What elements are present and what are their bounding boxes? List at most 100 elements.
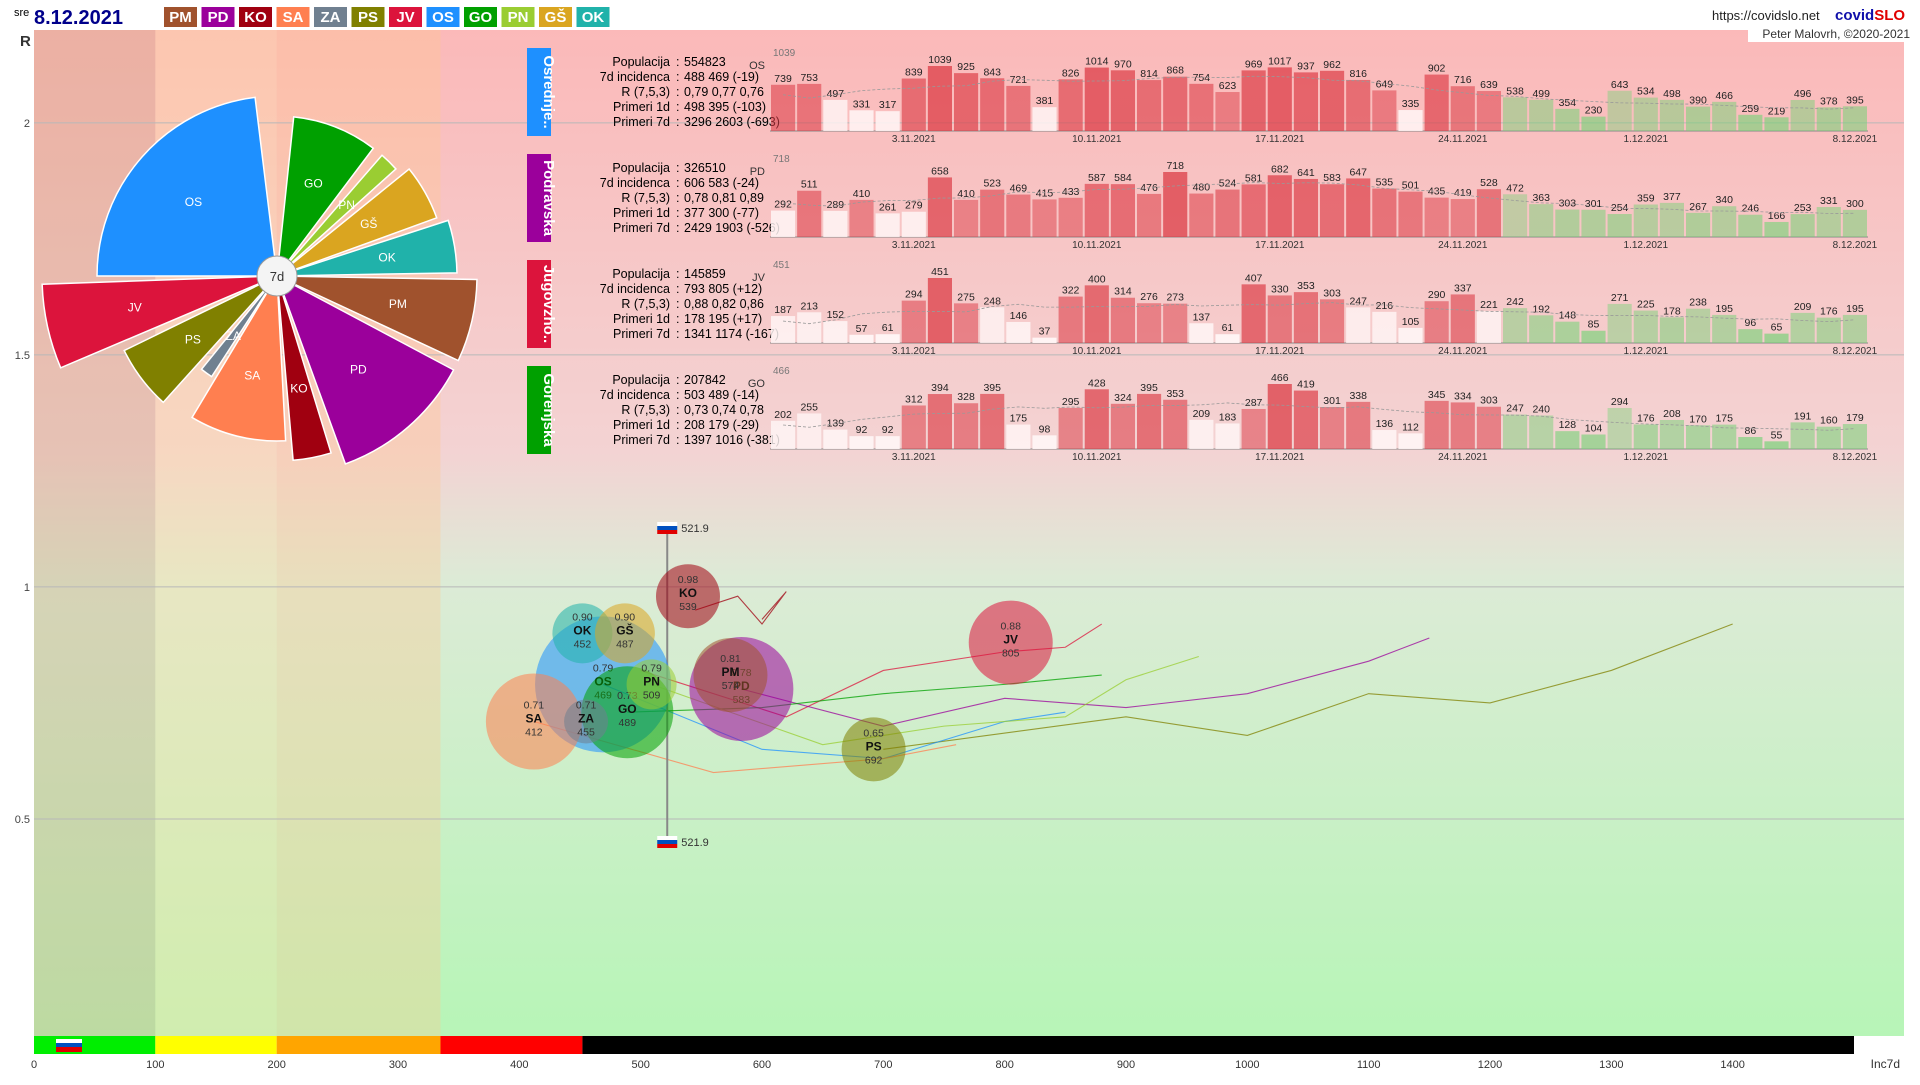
panel-bar: [1163, 172, 1187, 237]
panel-bar: [1843, 106, 1867, 131]
panel-bar: [1581, 210, 1605, 237]
panel-bar-label: 328: [957, 391, 975, 403]
panel-bar-label: 98: [1039, 423, 1051, 435]
panel-bar: [928, 66, 952, 131]
panel-bar: [771, 316, 795, 343]
panel-bar-label: 868: [1166, 65, 1184, 77]
panel-bar: [1032, 199, 1056, 237]
stat-label: 7d incidenca: [600, 388, 670, 402]
x-tick-label: 500: [631, 1059, 649, 1071]
panel-bar-label: 428: [1088, 377, 1106, 389]
panel-bar: [902, 79, 926, 131]
stat-sep: :: [676, 327, 679, 341]
panel-bar: [1686, 213, 1710, 237]
panel-bar: [1059, 297, 1083, 343]
panel-bar: [1242, 70, 1266, 131]
panel-code: GO: [748, 378, 766, 390]
stat-sep: :: [676, 282, 679, 296]
panel-bar-label: 535: [1376, 177, 1394, 189]
panel-bar: [1634, 98, 1658, 131]
stat-label: Primeri 7d: [613, 327, 670, 341]
panel-bar: [1163, 304, 1187, 343]
stat-value: 0,78 0,81 0,89: [684, 191, 764, 205]
panel-bar-label: 538: [1506, 85, 1524, 97]
panel-bar: [1608, 304, 1632, 343]
panel-bar-label: 583: [1323, 172, 1341, 184]
stat-sep: :: [676, 418, 679, 432]
stat-label: Primeri 7d: [613, 433, 670, 447]
panel-bar-label: 345: [1428, 389, 1446, 401]
pie-slice-label: PS: [185, 332, 201, 346]
stat-sep: :: [676, 206, 679, 220]
legend-chip-label: JV: [396, 9, 414, 26]
panel-bar: [1712, 315, 1736, 343]
panel-bar-label: 1017: [1268, 55, 1292, 67]
day-label: sre: [14, 7, 29, 19]
panel-bar-label: 176: [1820, 306, 1838, 318]
panel-bar-label: 209: [1193, 408, 1211, 420]
stat-sep: :: [676, 100, 679, 114]
stat-label: Primeri 1d: [613, 312, 670, 326]
panel-bar-label: 647: [1349, 166, 1367, 178]
x-tick-label: 400: [510, 1059, 528, 1071]
panel-bar: [876, 213, 900, 237]
panel-date-label: 3.11.2021: [892, 452, 936, 463]
panel-bar-label: 175: [1010, 413, 1028, 425]
panel-bar: [954, 73, 978, 131]
panel-bar-label: 213: [800, 300, 818, 312]
panel-bar-label: 148: [1559, 310, 1577, 322]
panel-bar: [1791, 214, 1815, 237]
panel-date-label: 8.12.2021: [1833, 346, 1878, 357]
panel-bar-label: 330: [1271, 283, 1289, 295]
panel-bar-label: 219: [1768, 105, 1786, 117]
y-tick-label: 1.5: [15, 350, 30, 362]
panel-bar: [849, 436, 873, 449]
panel-bar-label: 271: [1611, 292, 1629, 304]
panel-bar: [980, 394, 1004, 449]
bubble-r-label: 0.71: [576, 699, 597, 711]
panel-bar-label: 146: [1010, 310, 1028, 322]
panel-bar-label: 378: [1820, 95, 1838, 107]
panel-bar-label: 221: [1480, 299, 1498, 311]
bubble-code-label: PM: [721, 665, 739, 679]
panel-bar-label: 643: [1611, 79, 1629, 91]
panel-bar: [1242, 184, 1266, 237]
panel-date-label: 8.12.2021: [1833, 452, 1878, 463]
y-tick-label: 2: [24, 118, 30, 130]
panel-bar-label: 587: [1088, 172, 1106, 184]
site-url[interactable]: https://covidslo.net: [1712, 8, 1820, 23]
panel-bar: [1398, 328, 1422, 343]
panel-name: Osrednje..: [540, 55, 557, 128]
panel-bar: [928, 177, 952, 237]
panel-bar-label: 57: [856, 323, 868, 335]
panel-bar-label: 294: [1611, 396, 1629, 408]
panel-bar: [1085, 68, 1109, 131]
panel-bar-label: 466: [1715, 90, 1733, 102]
panel-bar-label: 1039: [928, 54, 952, 66]
panel-bar-label: 317: [879, 99, 897, 111]
panel-bar: [771, 211, 795, 237]
panel-bar: [1764, 334, 1788, 343]
panel-bar: [876, 436, 900, 449]
panel-bar: [1764, 117, 1788, 131]
stat-value: 503 489 (-14): [684, 388, 759, 402]
panel-bar: [1791, 313, 1815, 343]
panel-bar: [1843, 315, 1867, 343]
bubble-code-label: KO: [679, 586, 697, 600]
panel-bar-label: 292: [774, 199, 792, 211]
color-band: [34, 1036, 155, 1054]
panel-bar-label: 359: [1637, 193, 1655, 205]
stat-value: 3296 2603 (-693): [684, 115, 780, 129]
panel-bar-label: 753: [800, 72, 818, 84]
x-tick-label: 600: [753, 1059, 771, 1071]
panel-bar: [1215, 92, 1239, 131]
panel-max-label: 1039: [773, 48, 796, 59]
stat-sep: :: [676, 388, 679, 402]
stat-label: Primeri 7d: [613, 115, 670, 129]
panel-bar-label: 472: [1506, 182, 1524, 194]
panel-bar: [1398, 433, 1422, 449]
panel-date-label: 17.11.2021: [1255, 452, 1305, 463]
x-tick-label: 1200: [1478, 1059, 1502, 1071]
panel-bar: [1503, 97, 1527, 131]
